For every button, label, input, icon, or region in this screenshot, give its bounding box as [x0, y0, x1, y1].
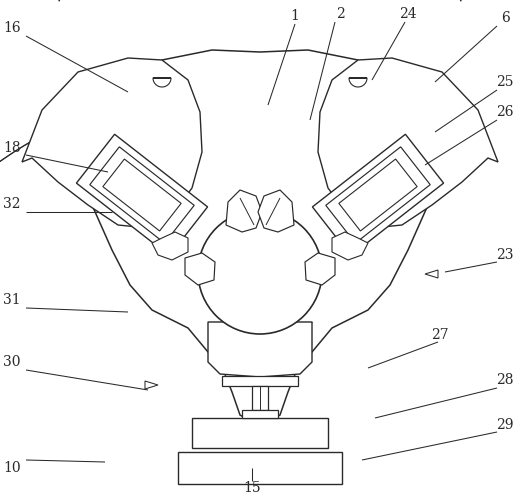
Polygon shape [76, 134, 207, 256]
Bar [178, 452, 342, 484]
Polygon shape [152, 232, 188, 260]
Polygon shape [22, 58, 202, 228]
Text: 6: 6 [501, 11, 510, 25]
Polygon shape [145, 381, 158, 389]
Text: 2: 2 [335, 7, 344, 21]
Circle shape [198, 210, 322, 334]
Text: 18: 18 [3, 141, 21, 155]
Text: 10: 10 [3, 461, 21, 475]
Text: 24: 24 [399, 7, 417, 21]
Bar [252, 386, 268, 410]
Text: 31: 31 [3, 293, 21, 307]
Bar [222, 376, 298, 386]
Polygon shape [85, 50, 435, 424]
Polygon shape [326, 147, 430, 243]
Polygon shape [103, 159, 181, 231]
Polygon shape [208, 322, 312, 377]
Polygon shape [185, 253, 215, 285]
Polygon shape [313, 134, 444, 256]
Polygon shape [305, 253, 335, 285]
Text: 26: 26 [496, 105, 514, 119]
Text: 16: 16 [3, 21, 21, 35]
Text: 15: 15 [243, 481, 261, 495]
Polygon shape [349, 78, 367, 87]
Bar [192, 418, 328, 448]
Polygon shape [90, 147, 194, 243]
Text: 32: 32 [3, 197, 21, 211]
Polygon shape [339, 159, 417, 231]
Polygon shape [258, 190, 294, 232]
Text: 28: 28 [496, 373, 514, 387]
Text: 29: 29 [496, 418, 514, 432]
Text: 23: 23 [496, 248, 514, 262]
Text: 1: 1 [291, 9, 300, 23]
Text: 30: 30 [3, 355, 21, 369]
Text: 27: 27 [431, 328, 449, 342]
Polygon shape [153, 78, 171, 87]
Polygon shape [332, 232, 368, 260]
Polygon shape [59, 0, 461, 1]
Text: 25: 25 [496, 75, 514, 89]
Polygon shape [226, 190, 262, 232]
Polygon shape [425, 270, 438, 278]
Polygon shape [318, 58, 498, 228]
Bar [242, 410, 278, 418]
